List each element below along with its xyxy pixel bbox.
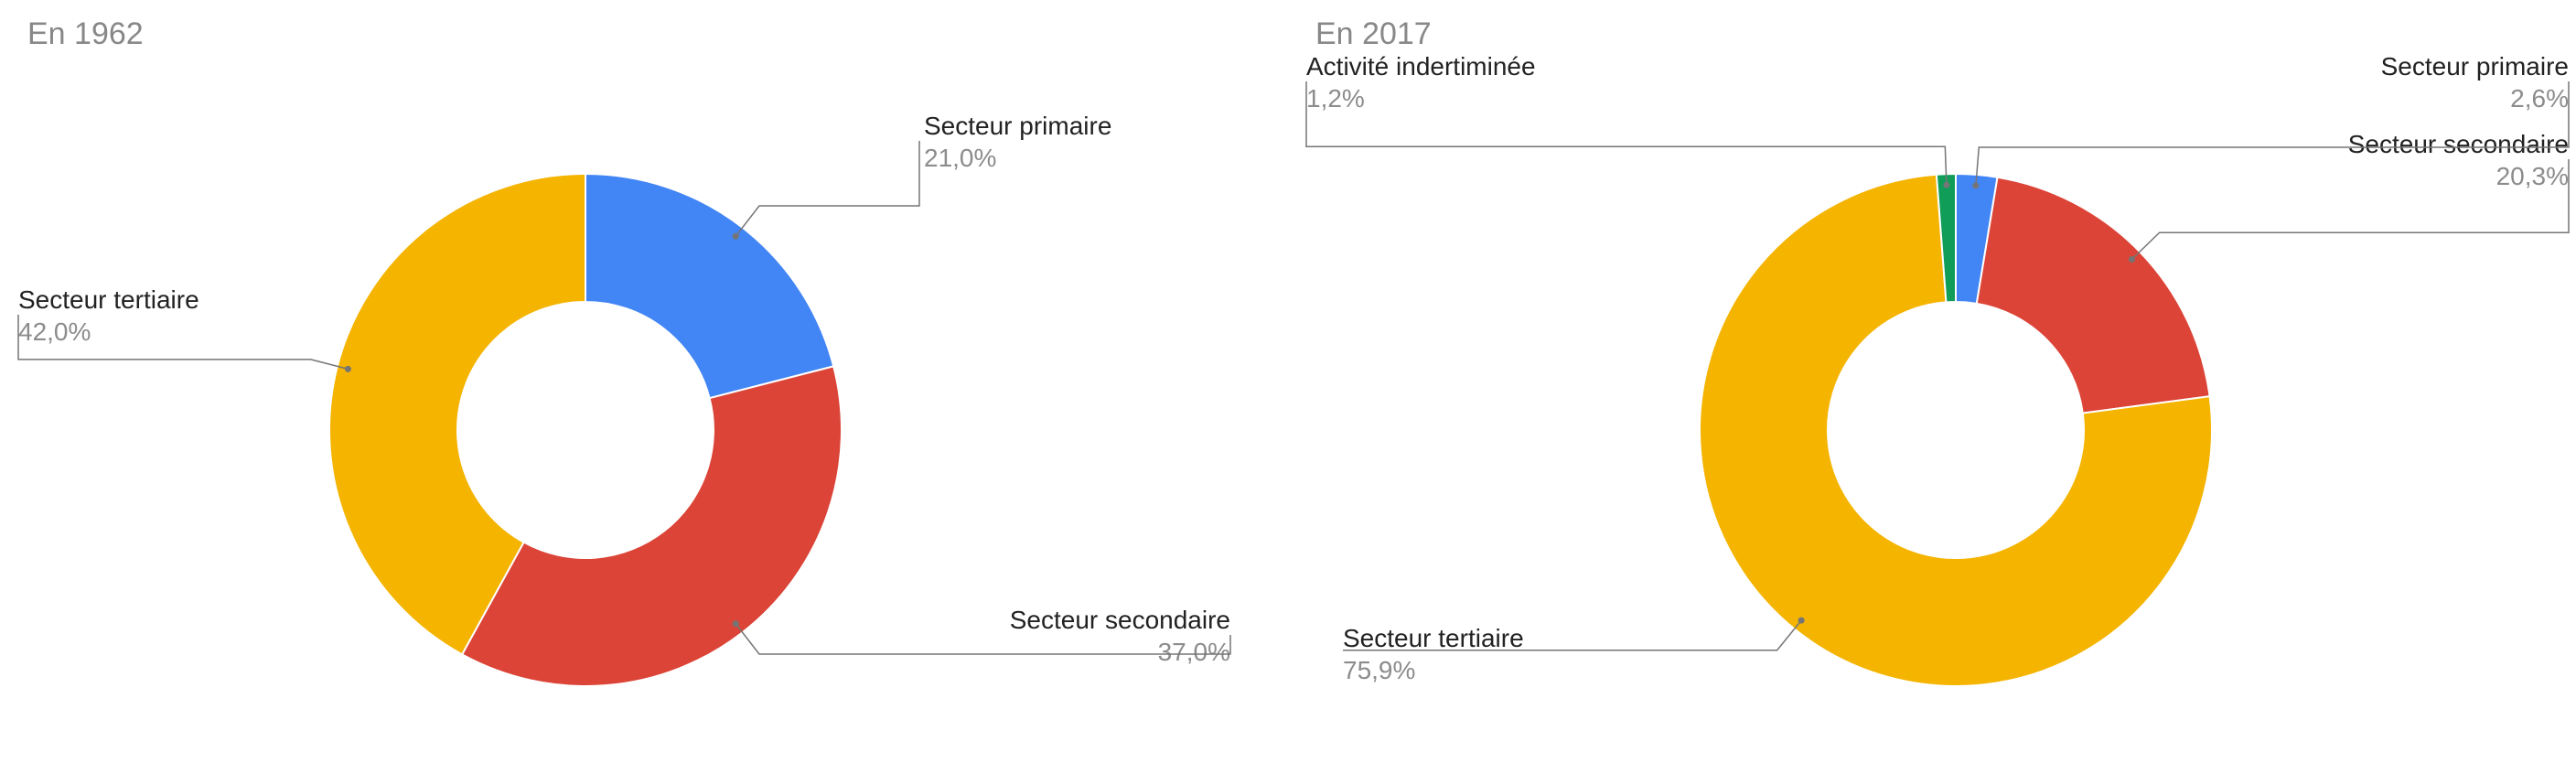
donut-slice — [462, 366, 842, 686]
leader-line — [1976, 81, 2569, 186]
leader-line — [18, 315, 348, 369]
chart-panel-c2017: En 2017Activité indertiminée1,2%Secteur … — [1288, 0, 2576, 763]
donut-slice — [585, 174, 833, 398]
leader-line — [735, 141, 919, 236]
donut-chart — [0, 0, 1288, 763]
leader-line — [1306, 81, 1947, 185]
chart-panel-c1962: En 1962Secteur primaire21,0%Secteur seco… — [0, 0, 1288, 763]
leader-line — [735, 624, 1230, 654]
leader-line — [1343, 620, 1801, 650]
leader-line — [2131, 159, 2569, 259]
donut-chart — [1288, 0, 2576, 763]
donut-slice — [1977, 177, 2210, 414]
